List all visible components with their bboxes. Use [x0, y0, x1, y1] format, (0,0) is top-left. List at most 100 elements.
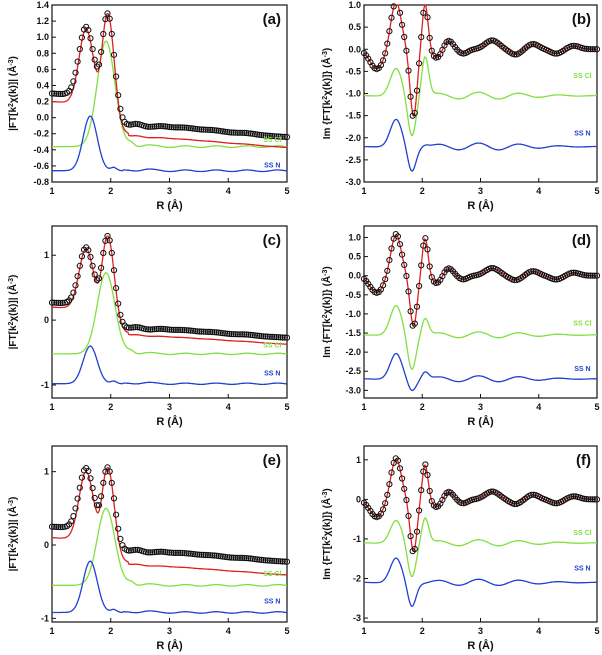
data-point — [585, 46, 592, 53]
data-point — [147, 549, 154, 556]
data-point — [162, 548, 169, 556]
data-point — [413, 303, 421, 310]
data-point — [113, 73, 120, 80]
data-point — [51, 299, 58, 306]
data-point — [87, 253, 94, 261]
data-point — [266, 333, 273, 340]
data-point — [219, 128, 226, 135]
y-tick-label: 0.0 — [36, 113, 49, 123]
data-point — [551, 50, 558, 57]
data-point — [179, 124, 186, 131]
y-tick-label: -1 — [41, 613, 49, 623]
data-point — [117, 535, 124, 543]
data-point — [106, 237, 113, 244]
data-point — [570, 493, 577, 500]
data-point — [396, 241, 404, 248]
data-point — [200, 551, 207, 559]
data-point — [271, 333, 278, 341]
x-tick-label: 5 — [594, 186, 599, 196]
data-point — [382, 276, 389, 283]
data-point — [239, 129, 246, 136]
data-point — [428, 47, 435, 54]
x-tick-label: 1 — [49, 186, 54, 196]
data-point — [78, 253, 86, 260]
data-point — [266, 557, 273, 564]
data-point — [108, 30, 115, 38]
data-point — [254, 332, 261, 339]
data-point — [89, 46, 96, 53]
panel-a: 1 2 3 4 5 -0.8 -0.6 -0.4 -0.2 0.0 0.2 0.4 0.6 0.8 1.0 1… — [6, 0, 291, 212]
data-point — [245, 130, 252, 137]
data-point — [264, 132, 271, 139]
data-point — [254, 556, 261, 563]
plot-frame — [51, 225, 288, 399]
ss-n-label: SS N — [574, 566, 590, 573]
data-point — [142, 549, 150, 556]
data-point — [204, 552, 212, 559]
data-point — [132, 546, 139, 553]
data-point — [104, 10, 111, 17]
data-point — [70, 289, 77, 296]
data-point — [70, 78, 77, 85]
data-point — [127, 547, 135, 554]
data-point — [221, 553, 229, 561]
data-point — [68, 294, 75, 301]
y-tick-label: 0 — [44, 315, 49, 325]
data-point — [93, 502, 101, 509]
data-point — [189, 327, 197, 334]
data-point — [411, 545, 418, 553]
data-point — [207, 126, 214, 133]
data-point — [95, 61, 103, 68]
data-point — [258, 556, 265, 564]
data-point — [207, 328, 214, 335]
y-tick-label: 1 — [44, 250, 49, 260]
data-point — [511, 51, 518, 58]
data-point — [211, 127, 218, 134]
data-point — [488, 265, 495, 272]
data-point — [271, 133, 278, 140]
ss-cl-label: SS Cl — [573, 530, 591, 537]
data-point — [115, 300, 122, 307]
data-point — [458, 276, 465, 283]
y-tick-label: -2.0 — [345, 133, 361, 143]
data-point — [170, 124, 177, 131]
data-point — [405, 288, 412, 295]
data-point — [98, 264, 105, 271]
data-point — [53, 523, 60, 531]
data-point — [198, 126, 205, 133]
data-point — [256, 131, 263, 138]
data-point — [217, 553, 224, 560]
data-point — [181, 550, 188, 557]
data-point — [593, 46, 601, 53]
data-point — [213, 127, 220, 134]
data-point — [215, 552, 222, 560]
data-point — [51, 523, 58, 530]
y-tick-label: 0 — [356, 494, 361, 504]
data-point — [583, 496, 590, 503]
data-point — [91, 494, 98, 502]
data-point — [239, 554, 246, 562]
data-point — [236, 331, 244, 338]
y-tick-label: -0.2 — [33, 129, 49, 139]
data-point — [155, 325, 162, 332]
x-tick-label: 4 — [536, 186, 541, 196]
data-point — [187, 125, 194, 132]
data-point — [424, 14, 431, 21]
data-point — [277, 133, 284, 140]
ss-n-label: SS N — [264, 370, 280, 377]
x-tick-label: 1 — [361, 626, 366, 636]
data-point — [177, 124, 184, 131]
data-point — [130, 121, 137, 128]
data-point — [196, 328, 203, 335]
data-point — [224, 554, 231, 561]
data-point — [266, 132, 273, 139]
data-point — [380, 57, 387, 64]
x-tick-label: 2 — [420, 626, 425, 636]
data-point — [113, 285, 120, 292]
data-point — [160, 123, 167, 130]
data-point — [160, 325, 167, 333]
x-tick-label: 5 — [284, 626, 289, 636]
data-point — [55, 299, 62, 306]
plot-frame — [363, 4, 598, 183]
